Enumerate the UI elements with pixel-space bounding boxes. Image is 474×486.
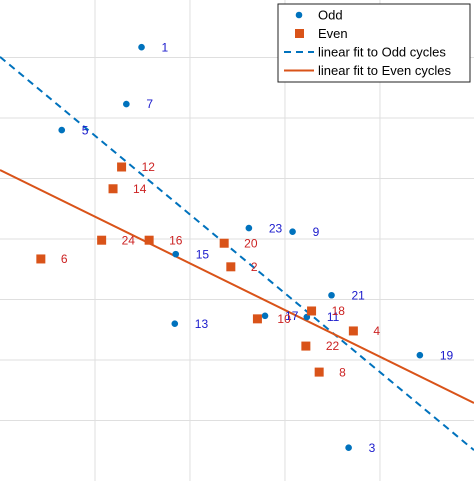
- point-label: 6: [61, 252, 68, 266]
- point: [301, 341, 311, 351]
- point: [307, 306, 317, 316]
- point-label: 23: [269, 221, 283, 235]
- point: [58, 126, 66, 134]
- point-label: 16: [169, 233, 183, 247]
- point: [138, 43, 145, 51]
- point-label: 4: [373, 324, 380, 338]
- point-label: 5: [82, 123, 89, 137]
- point: [252, 314, 262, 324]
- point: [144, 235, 154, 245]
- point-label: 15: [196, 247, 210, 261]
- point-label: 17: [285, 309, 299, 323]
- point: [226, 262, 236, 272]
- point-label: 8: [339, 365, 346, 379]
- point: [36, 254, 46, 264]
- point-label: 12: [142, 160, 156, 174]
- point: [416, 351, 424, 359]
- point-label: 22: [326, 339, 340, 353]
- legend-swatch: [295, 29, 304, 38]
- point: [245, 224, 253, 232]
- point: [97, 235, 107, 245]
- point-label: 7: [146, 97, 153, 111]
- point-label: 13: [195, 317, 209, 331]
- point-label: 21: [352, 288, 366, 302]
- legend-label: Even: [318, 26, 348, 41]
- legend: Odd Even linear fit to Odd cycles linear fi…: [277, 3, 471, 83]
- point-label: 2: [251, 260, 258, 274]
- point: [108, 184, 118, 194]
- point: [219, 238, 229, 248]
- legend-label: linear fit to Odd cycles: [318, 44, 446, 59]
- point: [117, 162, 127, 172]
- point-label: 9: [313, 225, 320, 239]
- point: [348, 326, 358, 336]
- point: [123, 100, 130, 108]
- point-label: 24: [122, 233, 136, 247]
- legend-box: [277, 3, 471, 83]
- point-label: 18: [332, 304, 346, 318]
- fit-line: [0, 56, 474, 451]
- point-label: 20: [244, 236, 258, 250]
- point: [172, 250, 180, 258]
- point-label: 11: [327, 310, 340, 324]
- point-label: 10: [277, 312, 291, 326]
- point: [261, 312, 269, 320]
- fit-line: [0, 169, 474, 404]
- point: [328, 291, 335, 299]
- point-label: 1: [162, 40, 169, 54]
- point: [171, 320, 179, 327]
- point-label: 19: [440, 348, 454, 362]
- point: [314, 367, 324, 377]
- point-label: 3: [369, 441, 376, 455]
- point: [289, 228, 296, 236]
- point: [345, 444, 352, 452]
- point-label: 14: [133, 182, 147, 196]
- legend-label: Odd: [318, 7, 343, 22]
- legend-label: linear fit to Even cycles: [318, 63, 451, 78]
- legend-swatch: [295, 11, 303, 19]
